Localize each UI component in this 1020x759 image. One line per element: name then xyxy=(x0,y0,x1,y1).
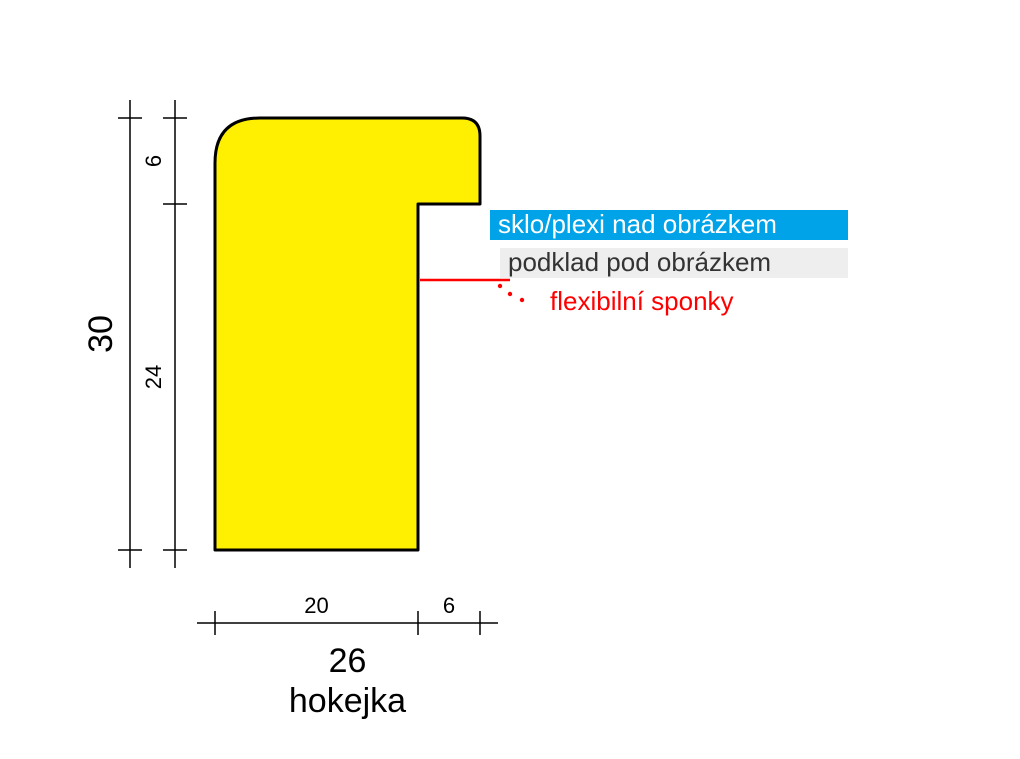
annotation-clips-dot xyxy=(520,298,524,302)
annotation-clips-label: flexibilní sponky xyxy=(550,286,734,316)
annotation-clips-dot xyxy=(498,284,502,288)
dim-label-lip-height: 6 xyxy=(141,155,166,167)
profile-name-label: hokejka xyxy=(289,682,406,720)
dim-label-height-total: 30 xyxy=(82,315,120,353)
annotation-glass-label: sklo/plexi nad obrázkem xyxy=(498,209,777,239)
dim-label-body-width: 20 xyxy=(304,593,328,618)
profile-shape xyxy=(215,118,480,550)
annotation-backing-label: podklad pod obrázkem xyxy=(508,247,771,277)
dim-label-rabbet-width: 6 xyxy=(443,593,455,618)
dim-label-width-total: 26 xyxy=(329,642,367,680)
dim-label-rabbet-depth: 24 xyxy=(141,365,166,389)
annotation-clips-dot xyxy=(508,292,512,296)
